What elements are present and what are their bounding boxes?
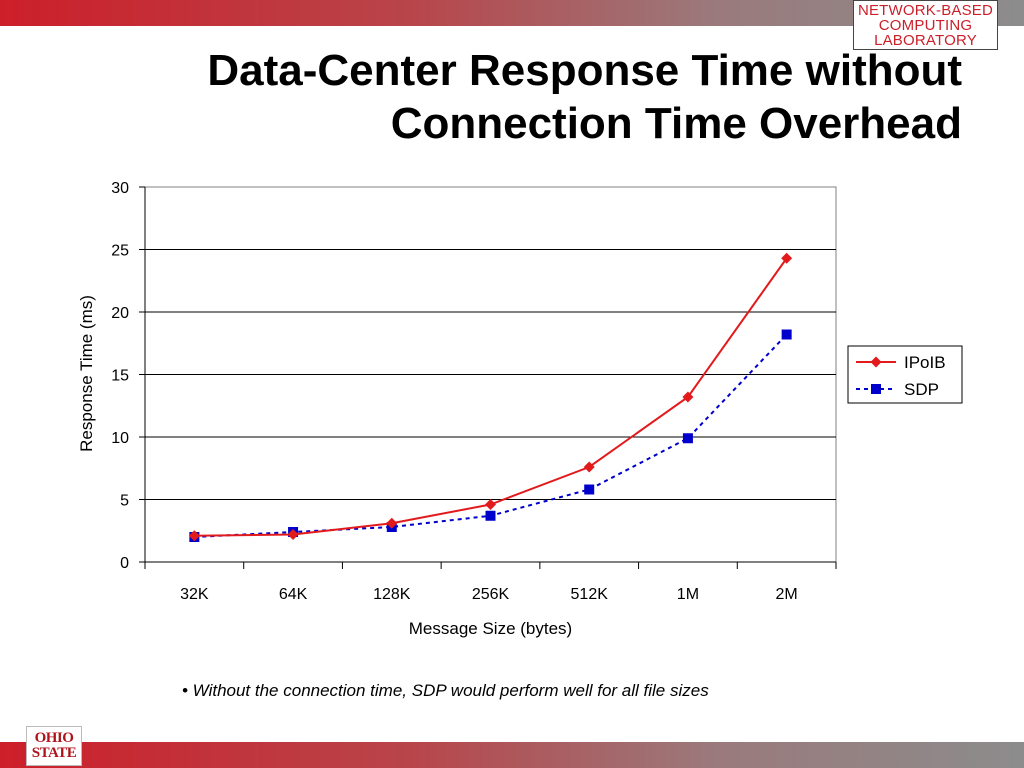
legend-sdp-marker: [871, 384, 881, 394]
legend-sdp-label: SDP: [904, 380, 939, 399]
osu-logo-line-1: OHIO: [34, 730, 74, 746]
legend-ipoib-label: IPoIB: [904, 353, 946, 372]
ipoib-data-point: [682, 391, 694, 403]
ipoib-data-point: [287, 529, 299, 540]
sdp-data-point: [584, 484, 595, 495]
ipoib-data-point: [188, 530, 200, 542]
y-tick-label: 20: [111, 305, 129, 322]
slide-title-line-1: Data-Center Response Time without: [207, 46, 962, 95]
y-tick-label: 0: [120, 555, 129, 572]
logo-line-1: NETWORK-BASED: [857, 1, 994, 19]
network-based-computing-lab-logo: NETWORK-BASED COMPUTING LABORATORY: [853, 0, 998, 50]
x-tick-label: 1M: [677, 586, 699, 603]
ipoib-data-point: [485, 499, 496, 510]
logo-line-3: LABORATORY: [874, 31, 977, 49]
legend-ipoib-marker: [870, 356, 882, 368]
bullet-note: • Without the connection time, SDP would…: [182, 681, 709, 700]
x-tick-label: 32K: [180, 586, 209, 603]
y-tick-label: 10: [111, 430, 129, 447]
x-tick-label: 64K: [279, 586, 308, 603]
legend-box: [847, 345, 963, 404]
x-tick-label: 2M: [776, 586, 798, 603]
x-tick-label: 512K: [571, 586, 609, 603]
sdp-data-point: [781, 329, 792, 340]
y-tick-label: 15: [111, 368, 129, 385]
ohio-state-logo: OHIO STATE: [26, 726, 82, 766]
x-tick-label: 256K: [472, 586, 510, 603]
y-axis-title: Response Time (ms): [77, 295, 96, 452]
ipoib-series: [188, 252, 793, 542]
x-axis-title: Message Size (bytes): [409, 619, 572, 638]
logo-line-2: COMPUTING: [878, 16, 973, 34]
ipoib-data-point: [386, 517, 398, 529]
x-tick-label: 128K: [373, 586, 411, 603]
osu-logo-line-2: STATE: [31, 745, 77, 761]
y-tick-label: 30: [111, 180, 129, 197]
slide-title: Data-Center Response Time without Connec…: [150, 44, 962, 150]
y-tick-label: 25: [111, 243, 129, 260]
sdp-data-point: [485, 510, 496, 521]
y-tick-label: 5: [120, 493, 129, 510]
ipoib-data-point: [781, 252, 793, 264]
ipoib-data-point: [583, 461, 595, 473]
sdp-data-point: [682, 433, 693, 444]
chart-legend: IPoIB SDP: [847, 345, 963, 404]
bottom-banner-bar: [0, 742, 1024, 768]
slide-title-line-2: Connection Time Overhead: [390, 99, 962, 148]
